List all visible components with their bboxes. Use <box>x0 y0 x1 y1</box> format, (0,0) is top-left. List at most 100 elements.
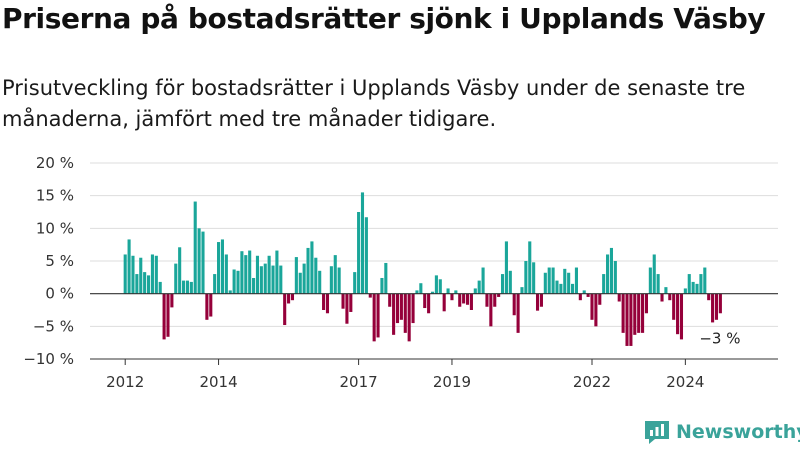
bar <box>504 241 508 294</box>
bar <box>524 261 528 294</box>
bar <box>150 254 154 294</box>
bar <box>353 272 357 294</box>
bar <box>465 293 470 305</box>
bar <box>493 293 497 307</box>
bar <box>637 293 641 333</box>
bar <box>446 288 450 294</box>
bar <box>135 274 139 294</box>
bar <box>349 293 353 312</box>
bar <box>660 293 664 302</box>
bar <box>302 263 306 294</box>
bar <box>388 293 392 307</box>
bar <box>360 192 365 294</box>
bar <box>621 293 625 333</box>
bar <box>357 212 361 294</box>
bar <box>617 293 621 302</box>
bar <box>275 250 279 294</box>
chart-subtitle: Prisutveckling för bostadsrätter i Uppla… <box>2 76 746 131</box>
bar <box>364 217 368 294</box>
bar <box>178 247 182 294</box>
bar <box>469 293 473 310</box>
axis-layer <box>90 293 778 365</box>
y-tick-label: 0 % <box>45 285 74 303</box>
bar <box>166 293 170 337</box>
bar <box>707 293 711 301</box>
bar <box>322 293 326 310</box>
y-tick-label: 5 % <box>45 252 74 270</box>
bar <box>314 257 318 294</box>
bar <box>419 283 423 294</box>
bar <box>252 277 256 294</box>
bar <box>489 293 493 327</box>
bar <box>609 247 613 294</box>
newsworthy-logo[interactable]: Newsworthy <box>643 419 800 445</box>
bar <box>672 293 676 320</box>
bar <box>384 262 388 294</box>
bar <box>248 250 252 294</box>
bar <box>606 254 610 294</box>
bar <box>567 272 571 294</box>
bar <box>582 290 586 294</box>
bar <box>146 275 151 294</box>
bar <box>578 293 582 301</box>
bar <box>228 290 232 294</box>
bar <box>197 228 201 294</box>
bar <box>263 263 267 294</box>
bar <box>450 293 454 301</box>
y-tick-label: −10 % <box>23 350 74 368</box>
bar <box>298 272 302 294</box>
bar <box>458 293 462 307</box>
bar <box>217 242 221 294</box>
bar <box>287 293 291 304</box>
bar <box>687 274 691 294</box>
bar <box>644 293 649 314</box>
bar <box>590 293 594 320</box>
chart-title: Priserna på bostadsrätter sjönk i Upplan… <box>2 2 766 35</box>
bar <box>220 239 224 294</box>
bar <box>170 293 174 308</box>
bar <box>555 280 559 294</box>
bar <box>123 254 127 294</box>
bar <box>598 293 602 305</box>
bar <box>543 272 547 294</box>
bar <box>333 255 337 294</box>
y-tick-label: 15 % <box>36 187 74 205</box>
bar <box>279 265 283 294</box>
bar <box>407 293 411 342</box>
bar <box>648 267 652 294</box>
y-tick-label: −5 % <box>33 317 74 335</box>
bar <box>368 293 372 298</box>
bar <box>656 274 660 294</box>
bar <box>403 293 407 333</box>
bar <box>434 275 438 294</box>
bar <box>699 274 703 294</box>
y-tick-label: 20 % <box>36 154 74 172</box>
bar <box>695 283 699 294</box>
bar <box>462 293 466 304</box>
bar <box>185 280 189 294</box>
bar <box>392 293 396 335</box>
bar <box>189 281 193 294</box>
bar <box>508 270 512 294</box>
bar <box>345 293 349 324</box>
bar <box>423 293 427 309</box>
bar <box>213 274 217 294</box>
bar <box>244 255 248 294</box>
bar <box>473 288 477 294</box>
bar <box>193 201 197 294</box>
bar <box>174 263 178 294</box>
bar <box>143 272 147 294</box>
x-tick-label: 2012 <box>106 373 144 391</box>
label-layer: −10 % −5 % 0 % 5 % 10 % 15 % 20 % 2012 2014 2017 2… <box>23 154 740 391</box>
bar <box>528 241 532 294</box>
bar <box>613 261 617 294</box>
bar <box>520 287 524 294</box>
bar <box>454 290 458 294</box>
bar <box>427 293 431 314</box>
bar <box>516 293 520 333</box>
bar <box>395 293 400 324</box>
bar <box>205 293 209 320</box>
bar <box>131 255 135 294</box>
bar <box>232 269 236 294</box>
bar <box>182 280 186 294</box>
